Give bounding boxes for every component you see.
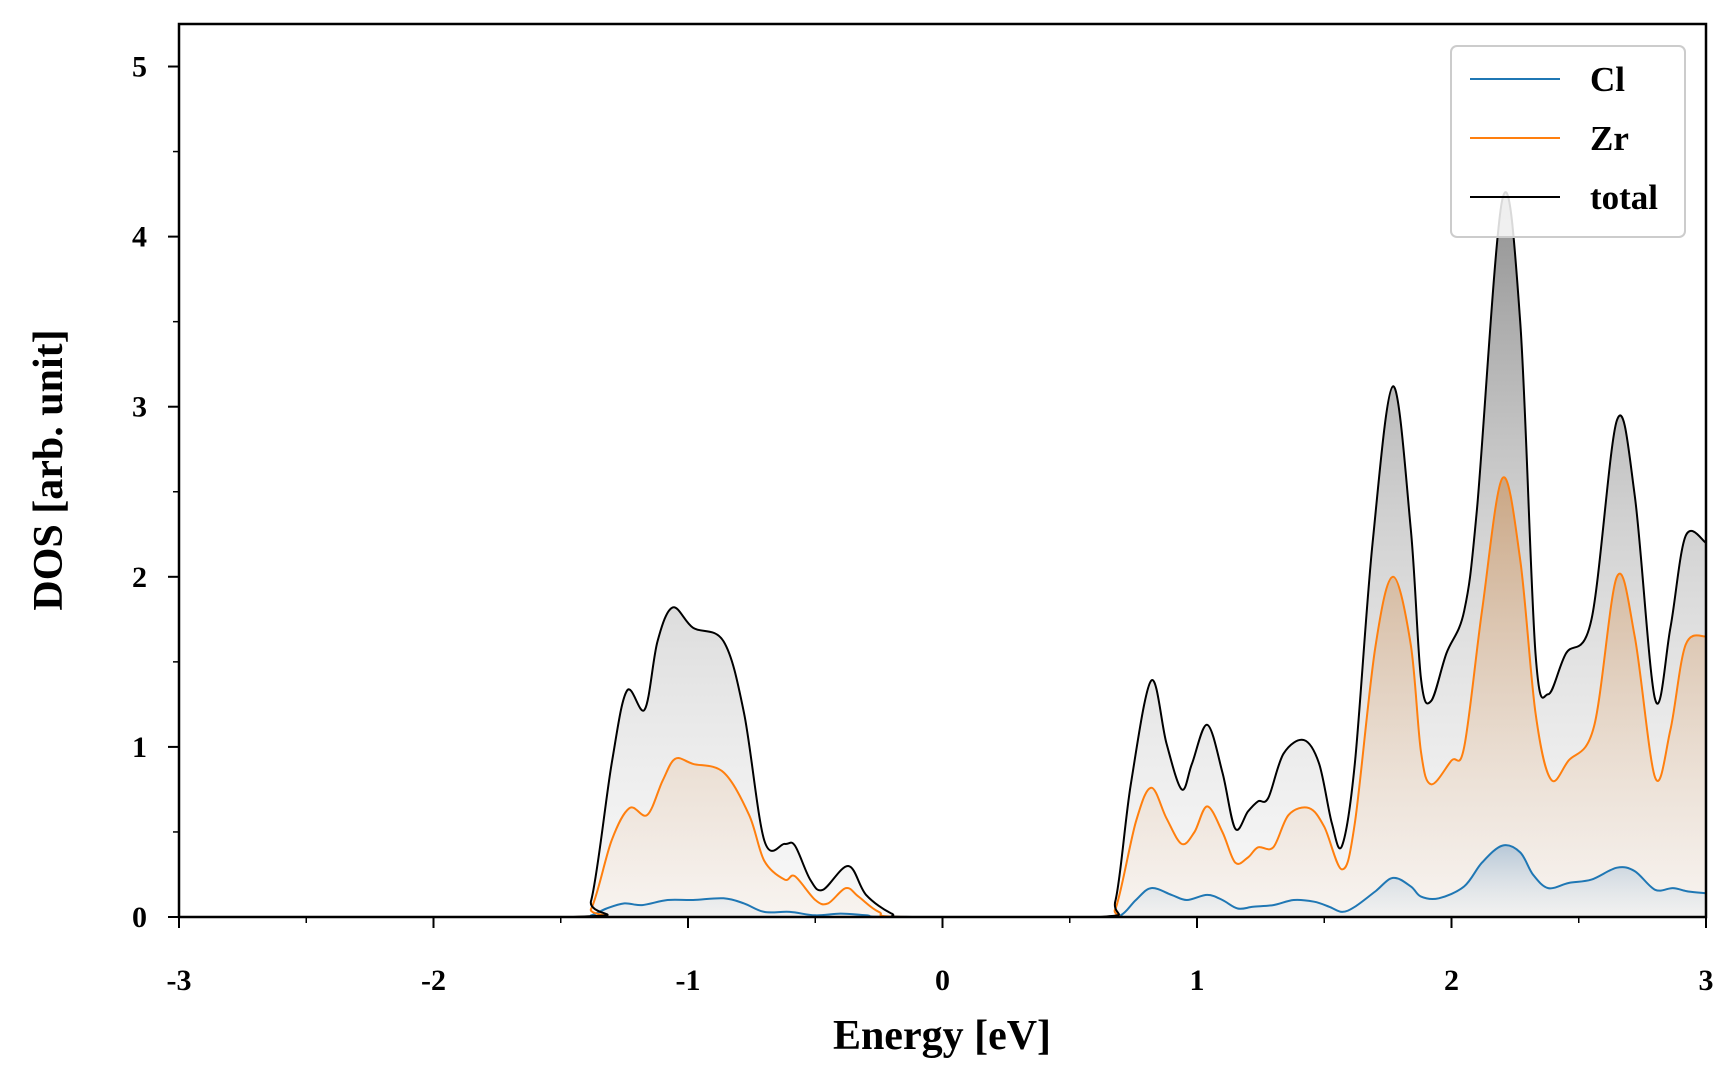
x-tick-label: 2	[1444, 964, 1459, 997]
y-tick-label: 5	[132, 51, 147, 84]
legend-box	[1450, 45, 1686, 238]
legend-label-total: total	[1590, 178, 1658, 217]
series-line-cl	[179, 844, 1706, 917]
area-zr	[179, 477, 1706, 917]
x-tick-label: 0	[935, 964, 950, 997]
x-axis-title: Energy [eV]	[833, 1013, 1051, 1059]
legend: Cl Zr total	[1450, 45, 1686, 238]
x-tick-label: 1	[1190, 964, 1205, 997]
series-line-total	[179, 191, 1706, 917]
x-tick-label: 3	[1699, 964, 1714, 997]
x-tick-label: -3	[167, 964, 192, 997]
y-tick-label: 0	[132, 901, 147, 934]
x-tick-label: -1	[676, 964, 701, 997]
fill-layer	[179, 192, 1706, 917]
y-tick-label: 1	[132, 731, 147, 764]
y-tick-label: 4	[132, 221, 147, 254]
legend-label-cl: Cl	[1590, 60, 1625, 99]
y-tick-label: 2	[132, 561, 147, 594]
area-cl	[179, 845, 1706, 917]
x-tick-label: -2	[421, 964, 446, 997]
y-tick-label: 3	[132, 391, 147, 424]
y-axis-title: DOS [arb. unit]	[26, 329, 72, 610]
series-line-zr	[179, 476, 1706, 917]
tick-layer: -3 -2 -1 0 1 2 3 0 1 2 3 4 5	[132, 51, 1714, 997]
legend-label-zr: Zr	[1590, 119, 1629, 158]
line-layer	[179, 191, 1706, 917]
